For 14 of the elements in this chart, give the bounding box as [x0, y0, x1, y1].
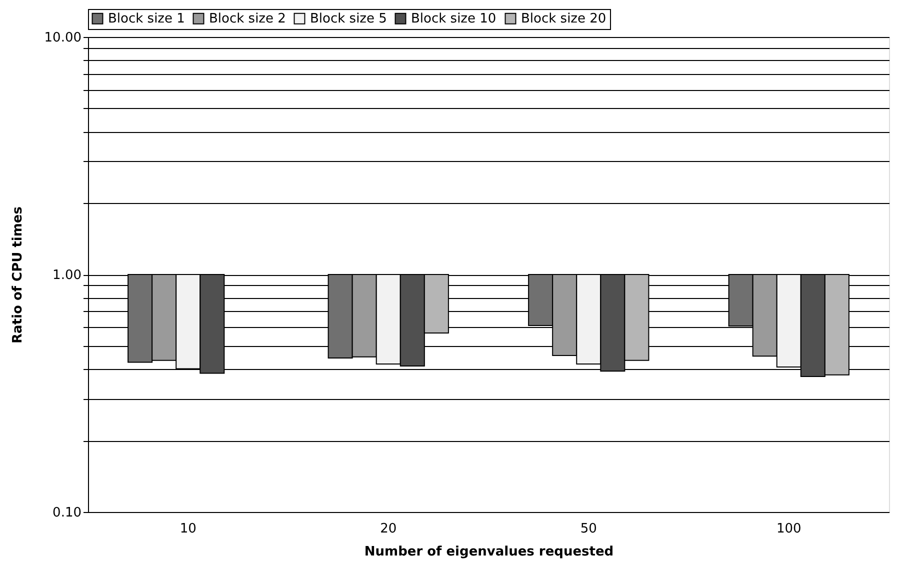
y-axis-title: Ratio of CPU times: [10, 206, 26, 344]
legend-label: Block size 20: [521, 12, 606, 27]
x-tick-label: 10: [180, 522, 196, 536]
y-tick-label: 1.00: [52, 268, 82, 283]
x-tick-label: 100: [776, 522, 802, 536]
legend-label: Block size 5: [310, 12, 387, 27]
y-tick-label: 0.10: [52, 506, 82, 520]
x-tick-label: 50: [580, 522, 597, 536]
x-tick-label: 20: [380, 522, 397, 536]
x-axis-title: Number of eigenvalues requested: [364, 544, 614, 560]
legend-label: Block size 1: [108, 12, 185, 27]
legend-label: Block size 2: [209, 12, 286, 27]
legend-label: Block size 10: [411, 12, 496, 27]
y-tick-label: 10.00: [44, 30, 82, 46]
